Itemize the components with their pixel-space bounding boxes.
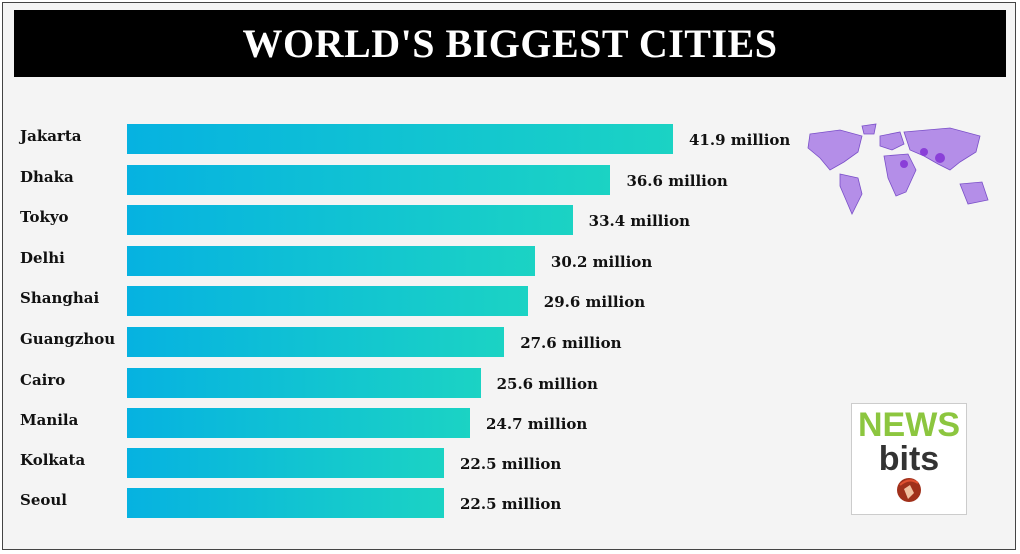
- data-label: 36.6 million: [626, 172, 728, 190]
- category-label: Delhi: [20, 249, 65, 267]
- globe-icon: [897, 478, 921, 502]
- category-label: Manila: [20, 411, 79, 429]
- logo-news-text: NEWS: [858, 406, 960, 444]
- category-label: Jakarta: [20, 127, 82, 145]
- bar-kolkata: [127, 448, 444, 478]
- bar-dhaka: [127, 165, 611, 195]
- category-label: Cairo: [20, 371, 66, 389]
- data-label: 25.6 million: [496, 375, 598, 393]
- data-label: 24.7 million: [485, 415, 588, 433]
- bar-delhi: [127, 246, 535, 276]
- category-label: Tokyo: [20, 208, 69, 226]
- category-label: Guangzhou: [20, 330, 116, 348]
- bar-manila: [127, 408, 470, 438]
- category-label: Seoul: [20, 491, 67, 509]
- bar-guangzhou: [127, 327, 505, 357]
- data-label: 27.6 million: [520, 334, 622, 352]
- world-map-icon: [807, 123, 989, 215]
- data-label: 22.5 million: [460, 495, 562, 513]
- data-label: 29.6 million: [543, 293, 646, 311]
- bar-seoul: [127, 488, 444, 518]
- data-label: 30.2 million: [550, 253, 653, 271]
- chart-title: WORLD'S BIGGEST CITIES: [242, 21, 778, 66]
- bar-jakarta: [127, 124, 673, 154]
- category-label: Shanghai: [20, 289, 100, 307]
- title-bar: WORLD'S BIGGEST CITIES: [14, 10, 1006, 77]
- bar-cairo: [127, 368, 481, 398]
- bar-shanghai: [127, 286, 528, 316]
- news-bits-logo: NEWS bits: [851, 403, 967, 515]
- data-label: 33.4 million: [588, 212, 690, 230]
- logo-bits-text: bits: [878, 440, 940, 478]
- data-label: 22.5 million: [460, 455, 562, 473]
- data-label: 41.9 million: [689, 131, 791, 149]
- category-label: Dhaka: [20, 168, 74, 186]
- category-label: Kolkata: [20, 451, 86, 469]
- bar-tokyo: [127, 205, 573, 235]
